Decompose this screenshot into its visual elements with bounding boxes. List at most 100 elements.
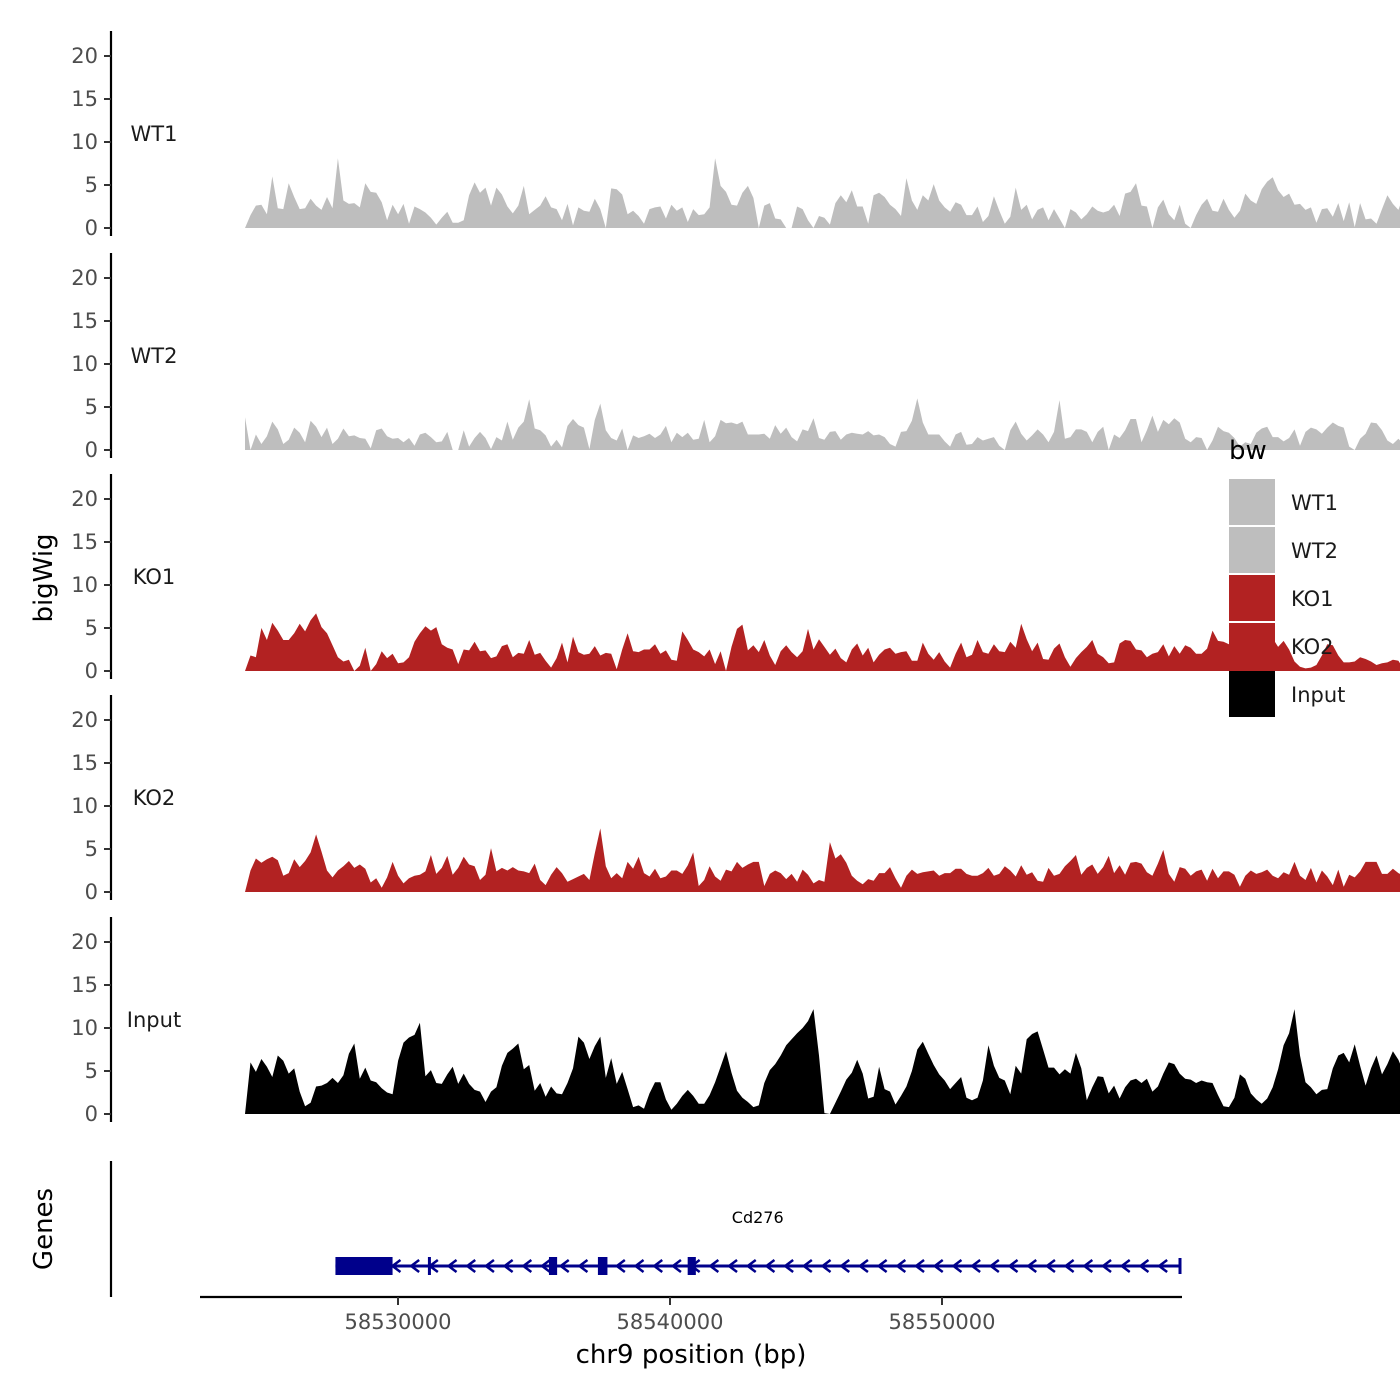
y-tick-label: 10: [71, 1016, 98, 1040]
legend-label: KO1: [1291, 587, 1334, 611]
strand-arrow: [1157, 1259, 1168, 1273]
track-ko2: 0 5 10 15 20 KO2: [71, 695, 1400, 904]
y-tick-label: 0: [85, 216, 98, 240]
legend-title: bw: [1229, 436, 1267, 466]
exon: [687, 1257, 696, 1275]
y-tick-label: 10: [71, 130, 98, 154]
legend-swatch: [1229, 671, 1275, 717]
strand-arrow: [1063, 1259, 1075, 1273]
area-ko2: [245, 828, 1400, 892]
y-tick-label: 15: [71, 973, 98, 997]
y-axis-title: bigWig: [29, 533, 59, 622]
strand-arrow: [801, 1259, 813, 1273]
strand-arrow: [951, 1259, 963, 1273]
legend-item-wt1: WT1: [1229, 479, 1338, 525]
track-wt1: 0 5 10 15 20 WT1: [71, 31, 1400, 240]
y-tick-label: 20: [71, 44, 98, 68]
strand-arrow: [783, 1259, 794, 1273]
strand-arrow: [1100, 1259, 1112, 1273]
y-tick-label: 15: [71, 87, 98, 111]
legend-swatch: [1229, 527, 1275, 573]
area-wt1: [245, 158, 1400, 228]
y-tick-label: 5: [85, 1059, 98, 1083]
strand-arrow: [1082, 1259, 1094, 1273]
strand-arrow: [614, 1259, 626, 1273]
strand-arrow: [820, 1259, 832, 1273]
strand-arrow: [839, 1259, 850, 1273]
legend-item-ko2: KO2: [1229, 623, 1334, 669]
y-tick-label: 5: [85, 837, 98, 861]
strand-arrow: [1026, 1259, 1037, 1273]
genes-panel: Genes Cd276: [29, 1161, 1182, 1297]
y-tick-label: 20: [71, 930, 98, 954]
track-label: WT1: [131, 122, 178, 146]
strand-arrow: [1119, 1259, 1131, 1273]
x-tick-label: 58540000: [617, 1310, 724, 1334]
strand-arrow: [483, 1259, 495, 1273]
strand-arrow: [521, 1259, 533, 1273]
strand-arrow: [1138, 1259, 1150, 1273]
strand-arrow: [558, 1259, 570, 1273]
y-tick-label: 10: [71, 352, 98, 376]
area-ko1: [245, 613, 1400, 671]
strand-arrow: [857, 1259, 869, 1273]
track-label: KO1: [133, 565, 176, 589]
legend-label: KO2: [1291, 635, 1334, 659]
strand-arrow: [1007, 1259, 1019, 1273]
exon: [597, 1257, 608, 1275]
strand-arrow: [988, 1259, 1000, 1273]
strand-arrow: [502, 1259, 514, 1273]
y-tick-label: 20: [71, 487, 98, 511]
x-axis: 58530000 58540000 58550000 chr9 position (…: [200, 1295, 1182, 1370]
track-ko1: 0 5 10 15 20 KO1: [71, 474, 1400, 683]
y-tick-label: 5: [85, 616, 98, 640]
legend-item-ko1: KO1: [1229, 575, 1334, 621]
strand-arrow: [409, 1259, 420, 1273]
strand-arrow: [577, 1259, 589, 1273]
y-tick-label: 15: [71, 530, 98, 554]
strand-arrow: [633, 1259, 645, 1273]
exon: [548, 1257, 558, 1275]
track-label: Input: [127, 1008, 181, 1032]
strand-arrow: [970, 1259, 981, 1273]
y-tick-label: 15: [71, 751, 98, 775]
y-tick-label: 10: [71, 794, 98, 818]
gene-name: Cd276: [732, 1208, 784, 1227]
track-input: 0 5 10 15 20 Input: [71, 917, 1400, 1126]
y-tick-label: 5: [85, 173, 98, 197]
strand-arrow: [932, 1259, 944, 1273]
track-wt2: 0 5 10 15 20 WT2: [71, 253, 1400, 462]
y-tick-label: 5: [85, 395, 98, 419]
track-label: WT2: [131, 344, 178, 368]
legend-item-input: Input: [1229, 671, 1345, 717]
track-label: KO2: [133, 786, 176, 810]
gene-models: Cd276: [335, 1208, 1182, 1275]
strand-arrow: [670, 1259, 682, 1273]
x-axis-title: chr9 position (bp): [576, 1340, 807, 1370]
area-wt2: [245, 398, 1400, 450]
strand-arrow: [876, 1259, 888, 1273]
strand-arrow: [539, 1259, 551, 1273]
y-tick-label: 0: [85, 438, 98, 462]
x-tick-label: 58530000: [345, 1310, 452, 1334]
legend-item-wt2: WT2: [1229, 527, 1338, 573]
tracks-area: 0 5 10 15 20 WT1 0 5 10 15 20 WT2 0 5 10 15 20 KO1 0 5 10 15 2…: [71, 31, 1400, 1126]
strand-arrow: [652, 1259, 663, 1273]
exon: [335, 1257, 393, 1275]
legend-swatch: [1229, 575, 1275, 621]
exon: [427, 1257, 431, 1275]
strand-arrow: [895, 1259, 907, 1273]
y-tick-label: 0: [85, 880, 98, 904]
legend-entries: WT1 WT2 KO1 KO2 Input: [1229, 479, 1345, 717]
legend-label: WT2: [1291, 539, 1338, 563]
strand-arrow: [726, 1259, 738, 1273]
strand-arrow: [1044, 1259, 1056, 1273]
area-input: [245, 1009, 1400, 1114]
y-tick-label: 15: [71, 309, 98, 333]
legend-label: Input: [1291, 683, 1345, 707]
strand-arrow: [745, 1259, 757, 1273]
strand-arrow: [764, 1259, 776, 1273]
strand-arrow: [446, 1259, 458, 1273]
legend-swatch: [1229, 623, 1275, 669]
